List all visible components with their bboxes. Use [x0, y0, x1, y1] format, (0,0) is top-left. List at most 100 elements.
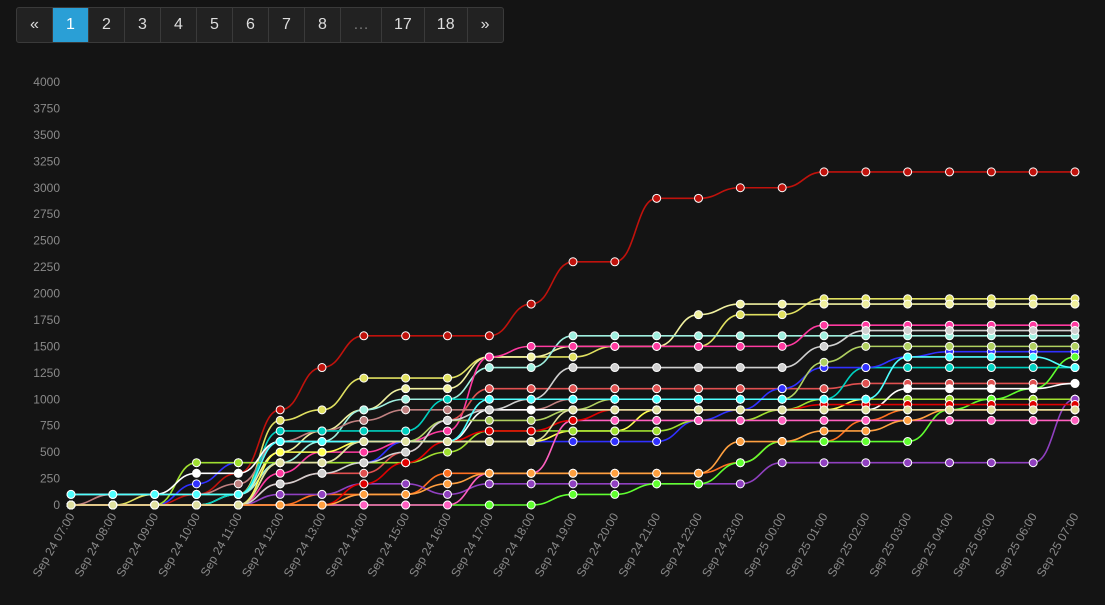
data-point[interactable] — [275, 468, 285, 478]
data-point[interactable] — [484, 352, 494, 362]
data-point[interactable] — [1070, 363, 1080, 373]
data-point[interactable] — [401, 426, 411, 436]
data-point[interactable] — [568, 468, 578, 478]
data-point[interactable] — [484, 426, 494, 436]
data-point[interactable] — [777, 310, 787, 320]
data-point[interactable] — [861, 341, 871, 351]
data-point[interactable] — [484, 479, 494, 489]
data-point[interactable] — [819, 394, 829, 404]
data-point[interactable] — [1028, 363, 1038, 373]
data-point[interactable] — [903, 326, 913, 336]
data-point[interactable] — [861, 415, 871, 425]
data-point[interactable] — [233, 468, 243, 478]
data-point[interactable] — [777, 331, 787, 341]
data-point[interactable] — [819, 167, 829, 177]
data-point[interactable] — [652, 341, 662, 351]
data-point[interactable] — [568, 363, 578, 373]
data-point[interactable] — [568, 437, 578, 447]
data-point[interactable] — [986, 363, 996, 373]
data-point[interactable] — [1028, 167, 1038, 177]
data-point[interactable] — [777, 405, 787, 415]
data-point[interactable] — [694, 394, 703, 404]
data-point[interactable] — [568, 426, 578, 436]
data-point[interactable] — [735, 479, 745, 489]
data-point[interactable] — [819, 331, 829, 341]
data-point[interactable] — [652, 405, 662, 415]
data-point[interactable] — [777, 384, 787, 394]
data-point[interactable] — [359, 447, 369, 457]
data-point[interactable] — [1070, 405, 1080, 415]
data-point[interactable] — [526, 426, 536, 436]
data-point[interactable] — [903, 341, 913, 351]
data-point[interactable] — [903, 458, 913, 468]
data-point[interactable] — [275, 447, 285, 457]
data-point[interactable] — [945, 458, 954, 468]
data-point[interactable] — [359, 437, 369, 447]
data-point[interactable] — [903, 405, 913, 415]
data-point[interactable] — [735, 384, 745, 394]
data-point[interactable] — [861, 426, 871, 436]
data-point[interactable] — [986, 299, 996, 309]
data-point[interactable] — [694, 331, 703, 341]
data-point[interactable] — [192, 500, 201, 510]
data-point[interactable] — [443, 373, 452, 383]
data-point[interactable] — [526, 468, 536, 478]
data-point[interactable] — [903, 352, 913, 362]
data-point[interactable] — [275, 458, 285, 468]
data-point[interactable] — [610, 415, 620, 425]
data-point[interactable] — [945, 299, 954, 309]
data-point[interactable] — [484, 468, 494, 478]
data-point[interactable] — [1028, 299, 1038, 309]
data-point[interactable] — [401, 437, 411, 447]
data-point[interactable] — [945, 341, 954, 351]
data-point[interactable] — [819, 437, 829, 447]
data-point[interactable] — [484, 500, 494, 510]
data-point[interactable] — [317, 468, 327, 478]
data-point[interactable] — [903, 384, 913, 394]
data-point[interactable] — [526, 299, 536, 309]
data-point[interactable] — [861, 378, 871, 388]
data-point[interactable] — [1028, 458, 1038, 468]
data-point[interactable] — [610, 257, 620, 267]
data-point[interactable] — [777, 299, 787, 309]
data-point[interactable] — [610, 479, 620, 489]
data-point[interactable] — [1028, 384, 1038, 394]
data-point[interactable] — [401, 479, 411, 489]
data-point[interactable] — [568, 394, 578, 404]
data-point[interactable] — [359, 426, 369, 436]
data-point[interactable] — [526, 479, 536, 489]
data-point[interactable] — [735, 437, 745, 447]
data-point[interactable] — [359, 500, 369, 510]
data-point[interactable] — [735, 363, 745, 373]
data-point[interactable] — [694, 341, 703, 351]
data-point[interactable] — [526, 394, 536, 404]
data-point[interactable] — [443, 500, 452, 510]
pagination-prev-button[interactable]: « — [17, 8, 53, 42]
data-point[interactable] — [275, 415, 285, 425]
data-point[interactable] — [317, 363, 327, 373]
data-point[interactable] — [66, 489, 76, 499]
data-point[interactable] — [150, 500, 160, 510]
data-point[interactable] — [610, 363, 620, 373]
data-point[interactable] — [192, 468, 201, 478]
data-point[interactable] — [652, 394, 662, 404]
data-point[interactable] — [610, 341, 620, 351]
data-point[interactable] — [819, 458, 829, 468]
data-point[interactable] — [610, 468, 620, 478]
data-point[interactable] — [317, 426, 327, 436]
data-point[interactable] — [108, 489, 118, 499]
data-point[interactable] — [484, 394, 494, 404]
data-point[interactable] — [401, 489, 411, 499]
data-point[interactable] — [945, 326, 954, 336]
data-point[interactable] — [275, 405, 285, 415]
pagination-page-8[interactable]: 8 — [305, 8, 341, 42]
data-point[interactable] — [1070, 378, 1080, 388]
data-point[interactable] — [443, 384, 452, 394]
data-point[interactable] — [819, 320, 829, 330]
data-point[interactable] — [777, 394, 787, 404]
data-point[interactable] — [443, 405, 452, 415]
pagination-page-17[interactable]: 17 — [382, 8, 425, 42]
data-point[interactable] — [903, 437, 913, 447]
data-point[interactable] — [777, 415, 787, 425]
data-point[interactable] — [610, 394, 620, 404]
